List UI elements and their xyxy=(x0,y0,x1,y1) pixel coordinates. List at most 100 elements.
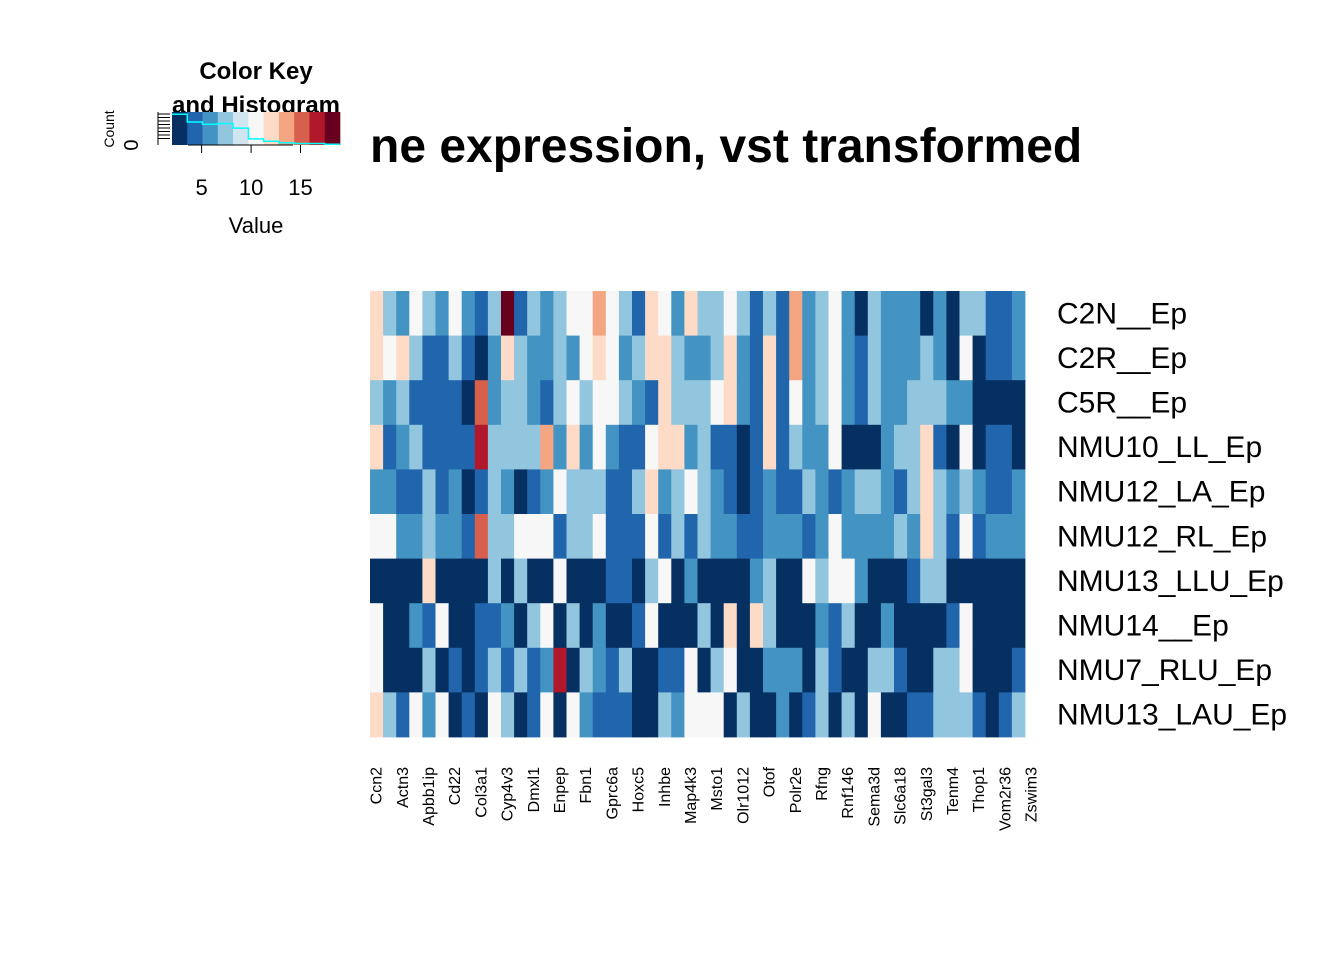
heatmap-cell xyxy=(710,291,725,336)
heatmap-cell xyxy=(605,424,620,470)
heatmap-cell xyxy=(566,424,580,470)
heatmap-cell xyxy=(841,291,856,336)
row-label: C5R__Ep xyxy=(1057,387,1187,420)
heatmap-cell xyxy=(474,424,489,470)
heatmap-cell xyxy=(501,514,515,559)
heatmap-cell xyxy=(579,603,594,649)
heatmap-cell xyxy=(815,291,829,336)
heatmap-cell xyxy=(815,692,829,738)
heatmap-cell xyxy=(671,380,685,426)
heatmap-cell xyxy=(671,558,685,604)
heatmap-cell xyxy=(920,424,934,470)
heatmap-cell xyxy=(867,380,882,426)
heatmap-cell xyxy=(959,380,973,426)
heatmap-cell xyxy=(527,514,541,559)
heatmap-cell xyxy=(920,291,934,336)
heatmap-cell xyxy=(514,647,528,693)
heatmap-cell xyxy=(841,558,856,604)
heatmap-cell xyxy=(684,335,698,381)
heatmap-cell xyxy=(920,380,934,426)
row-label: NMU14__Ep xyxy=(1057,610,1229,643)
heatmap-cell xyxy=(370,558,384,604)
heatmap-cell xyxy=(605,380,620,426)
heatmap-cell xyxy=(776,380,790,426)
heatmap-cell xyxy=(998,380,1013,426)
heatmap-cell xyxy=(776,469,790,515)
heatmap-cell xyxy=(697,558,711,604)
heatmap-cell xyxy=(933,647,947,693)
heatmap-cell xyxy=(422,335,436,381)
heatmap-cell xyxy=(527,603,541,649)
heatmap-cell xyxy=(370,469,384,515)
heatmap-cell xyxy=(618,380,633,426)
heatmap-cell xyxy=(487,380,502,426)
heatmap-cell xyxy=(749,469,764,515)
heatmap-cell xyxy=(880,380,895,426)
heatmap-cell xyxy=(370,335,384,381)
heatmap-cell xyxy=(435,692,449,738)
heatmap-cell xyxy=(527,647,541,693)
heatmap-cell xyxy=(697,335,711,381)
heatmap-grid xyxy=(370,291,1026,738)
heatmap-cell xyxy=(448,603,463,649)
color-key-y-label: Count xyxy=(101,110,117,147)
heatmap-cell xyxy=(736,603,751,649)
heatmap-cell xyxy=(658,692,672,738)
heatmap-cell xyxy=(828,424,842,470)
heatmap-cell xyxy=(422,692,436,738)
heatmap-cell xyxy=(946,424,960,470)
row-labels: C2N__Ep C2R__Ep C5R__Ep NMU10_LL_Ep NMU12_LA… xyxy=(1057,297,1287,731)
heatmap-cell xyxy=(736,291,751,336)
heatmap-cell xyxy=(461,603,476,649)
heatmap-cell xyxy=(409,514,423,559)
heatmap-cell xyxy=(632,692,646,738)
heatmap-cell xyxy=(645,647,659,693)
heatmap-cell xyxy=(723,291,738,336)
heatmap-cell xyxy=(998,291,1013,336)
heatmap-cell xyxy=(448,380,463,426)
heatmap-cell xyxy=(435,424,449,470)
heatmap-cell xyxy=(553,692,567,738)
heatmap-cell xyxy=(736,647,751,693)
color-key-swatch xyxy=(263,112,280,145)
heatmap-cell xyxy=(854,380,869,426)
heatmap-cell xyxy=(566,558,580,604)
row-label: NMU13_LLU_Ep xyxy=(1057,565,1284,598)
heatmap-cell xyxy=(474,603,489,649)
heatmap-cell xyxy=(880,603,895,649)
heatmap-cell xyxy=(540,291,554,336)
heatmap-cell xyxy=(592,603,607,649)
heatmap-cell xyxy=(828,514,842,559)
heatmap-cell xyxy=(946,380,960,426)
heatmap-cell xyxy=(841,469,856,515)
heatmap-cell xyxy=(907,692,921,738)
heatmap-cell xyxy=(1011,558,1026,604)
heatmap-cell xyxy=(776,514,790,559)
heatmap-cell xyxy=(736,514,751,559)
heatmap-cell xyxy=(684,380,698,426)
heatmap-cell xyxy=(710,692,725,738)
heatmap-cell xyxy=(605,603,620,649)
heatmap-cell xyxy=(802,424,816,470)
heatmap-cell xyxy=(789,380,803,426)
heatmap-cell xyxy=(894,380,908,426)
heatmap-cell xyxy=(618,424,633,470)
heatmap-cell xyxy=(933,291,947,336)
heatmap-cell xyxy=(985,469,1000,515)
column-label: Cyp4v3 xyxy=(500,767,517,821)
color-key-x-label: Value xyxy=(229,213,284,238)
heatmap-cell xyxy=(710,335,725,381)
heatmap-cell xyxy=(579,469,594,515)
heatmap-cell xyxy=(894,558,908,604)
heatmap-cell xyxy=(736,469,751,515)
heatmap-cell xyxy=(933,692,947,738)
heatmap-cell xyxy=(383,335,397,381)
heatmap-cell xyxy=(396,692,410,738)
heatmap-cell xyxy=(920,692,934,738)
heatmap-cell xyxy=(422,469,436,515)
heatmap-cell xyxy=(618,647,633,693)
heatmap-cell xyxy=(684,424,698,470)
heatmap-cell xyxy=(527,291,541,336)
heatmap-cell xyxy=(435,514,449,559)
color-key-swatch xyxy=(172,112,188,145)
